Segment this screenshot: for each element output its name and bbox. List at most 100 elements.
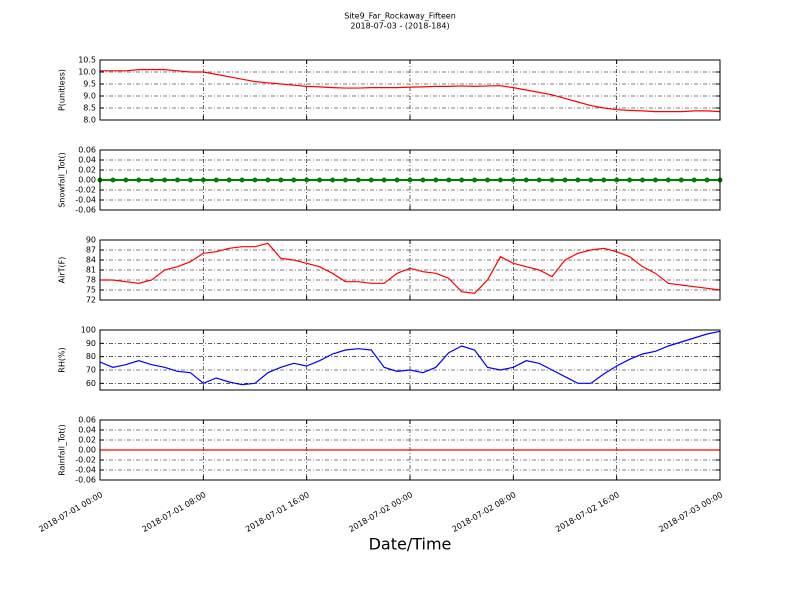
y-tick-label: 100 xyxy=(81,326,96,335)
chart-title: Site9_Far_Rockaway_Fifteen xyxy=(344,12,456,21)
data-point xyxy=(601,177,607,183)
x-tick-label: 2018-07-01 00:00 xyxy=(37,490,104,534)
data-point xyxy=(588,177,594,183)
data-point xyxy=(381,177,387,183)
y-tick-label: 72 xyxy=(86,296,96,305)
data-point xyxy=(446,177,452,183)
data-point xyxy=(420,177,426,183)
y-tick-label: 75 xyxy=(86,286,96,295)
y-tick-label: 8.0 xyxy=(83,116,96,125)
data-point xyxy=(523,177,529,183)
y-tick-label: 10.0 xyxy=(78,68,96,77)
x-tick-label: 2018-07-02 08:00 xyxy=(451,490,518,534)
data-point xyxy=(485,177,490,183)
data-point xyxy=(123,177,129,183)
plot-frame xyxy=(99,149,721,211)
data-point xyxy=(665,177,671,183)
data-point xyxy=(510,177,516,183)
data-point xyxy=(291,177,297,183)
y-tick-label: 78 xyxy=(86,276,96,285)
y-tick-label: 84 xyxy=(86,256,96,265)
data-line xyxy=(100,242,721,294)
y-tick-label: 0.00 xyxy=(78,176,96,185)
x-axis-label: Date/Time xyxy=(369,535,452,554)
y-axis-label: AirT(F) xyxy=(58,257,67,284)
y-tick-label: 80 xyxy=(86,352,96,361)
data-point xyxy=(162,177,168,183)
data-point xyxy=(304,177,310,183)
y-tick-label: 70 xyxy=(86,366,96,375)
x-tick-label: 2018-07-03 00:00 xyxy=(657,490,724,534)
x-tick-label: 2018-07-01 08:00 xyxy=(141,490,208,534)
y-tick-label: -0.06 xyxy=(75,206,96,215)
y-tick-label: -0.02 xyxy=(75,186,96,195)
data-point xyxy=(575,177,581,183)
x-tick-label: 2018-07-01 16:00 xyxy=(244,490,311,534)
plot-frame xyxy=(99,419,721,481)
data-point xyxy=(200,177,206,183)
y-tick-label: 0.02 xyxy=(78,166,96,175)
y-tick-label: 0.04 xyxy=(78,156,96,165)
y-tick-label: 0.04 xyxy=(78,426,96,435)
y-tick-label: 8.5 xyxy=(83,104,96,113)
y-tick-label: 9.5 xyxy=(83,80,96,89)
data-point xyxy=(394,177,400,183)
data-point xyxy=(368,177,374,183)
y-tick-label: 0.06 xyxy=(78,146,96,155)
chart-subtitle: 2018-07-03 - (2018-184) xyxy=(350,22,449,31)
y-tick-label: 9.0 xyxy=(83,92,96,101)
data-point xyxy=(187,177,193,183)
data-point xyxy=(226,177,232,183)
data-point xyxy=(265,177,271,183)
data-point xyxy=(136,177,142,183)
data-point xyxy=(342,177,348,183)
y-tick-label: -0.06 xyxy=(75,476,96,485)
plot-frame xyxy=(99,329,721,391)
y-tick-label: 0.00 xyxy=(78,446,96,455)
plot-frame xyxy=(99,59,721,121)
data-point xyxy=(627,177,633,183)
data-point xyxy=(149,177,155,183)
y-axis-label: Snowfall_Tot() xyxy=(58,152,67,208)
y-tick-label: 0.06 xyxy=(78,416,96,425)
data-point xyxy=(407,177,413,183)
y-tick-label: 87 xyxy=(86,246,96,255)
data-point xyxy=(497,177,503,183)
y-tick-label: 90 xyxy=(86,236,96,245)
y-tick-label: 60 xyxy=(86,379,96,388)
data-point xyxy=(472,177,478,183)
data-point xyxy=(252,177,258,183)
y-tick-label: 0.02 xyxy=(78,436,96,445)
data-point xyxy=(278,177,284,183)
y-tick-label: -0.04 xyxy=(75,466,96,475)
data-point xyxy=(175,177,180,183)
y-tick-label: 90 xyxy=(86,339,96,348)
y-axis-label: RH(%) xyxy=(58,347,67,372)
y-axis-label: P(unitless) xyxy=(58,69,67,111)
data-point xyxy=(459,177,465,183)
data-line xyxy=(99,330,721,386)
x-tick-label: 2018-07-02 00:00 xyxy=(347,490,414,534)
data-point xyxy=(239,177,245,183)
data-line xyxy=(100,69,721,113)
data-point xyxy=(614,177,620,183)
data-point xyxy=(549,177,555,183)
y-tick-label: -0.04 xyxy=(75,196,96,205)
data-point xyxy=(213,177,219,183)
data-point xyxy=(691,177,697,183)
y-tick-label: 10.5 xyxy=(78,56,96,65)
data-point xyxy=(110,177,116,183)
data-point xyxy=(317,177,323,183)
data-point xyxy=(536,177,542,183)
data-point xyxy=(678,177,684,183)
data-point xyxy=(433,177,439,183)
data-point xyxy=(562,177,568,183)
y-axis-label: Rainfall_Tot() xyxy=(58,424,67,476)
data-point xyxy=(355,177,361,183)
x-tick-label: 2018-07-02 16:00 xyxy=(554,490,621,534)
data-point xyxy=(704,177,710,183)
data-point xyxy=(330,177,335,183)
data-point xyxy=(640,177,645,183)
plot-frame xyxy=(99,239,721,301)
